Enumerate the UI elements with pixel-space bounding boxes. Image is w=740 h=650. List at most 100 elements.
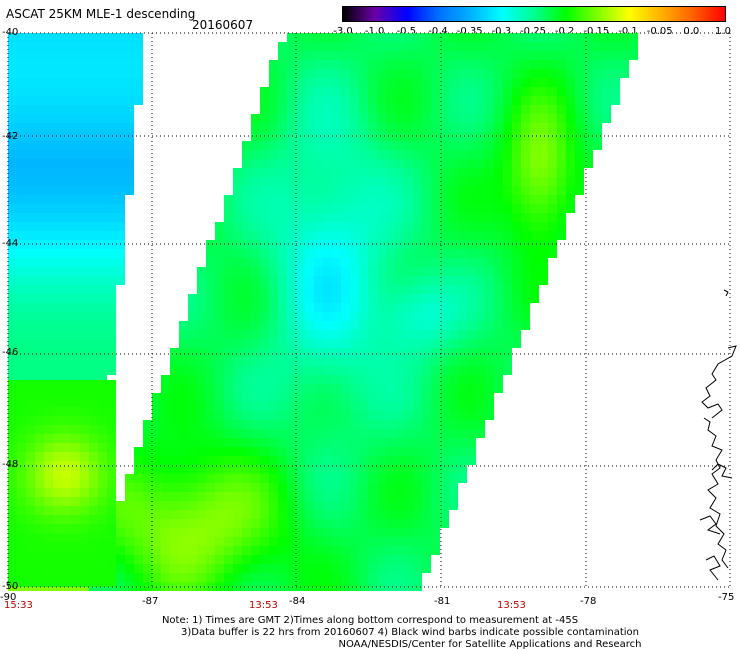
swath-cell <box>485 402 494 411</box>
lat-label-50: -50 <box>2 581 19 592</box>
swath-cell <box>431 222 440 231</box>
swath-cell <box>341 78 350 87</box>
swath-cell <box>161 447 170 456</box>
swath-cell <box>89 249 98 258</box>
swath-cell <box>530 150 539 159</box>
swath-cell <box>566 132 575 141</box>
swath-cell <box>332 303 341 312</box>
swath-cell <box>449 123 458 132</box>
swath-cell <box>287 168 296 177</box>
swath-cell <box>161 501 170 510</box>
swath-cell <box>242 213 251 222</box>
swath-cell <box>224 474 233 483</box>
swath-cell <box>233 267 242 276</box>
swath-cell <box>44 339 53 348</box>
swath-cell <box>53 195 62 204</box>
swath-cell <box>8 452 17 461</box>
swath-cell <box>98 330 107 339</box>
swath-cell <box>557 213 566 222</box>
swath-cell <box>251 303 260 312</box>
swath-cell <box>242 384 251 393</box>
swath-cell <box>602 96 611 105</box>
swath-cell <box>224 492 233 501</box>
swath-cell <box>188 303 197 312</box>
swath-cell <box>242 159 251 168</box>
swath-cell <box>368 51 377 60</box>
swath-cell <box>323 501 332 510</box>
swath-cell <box>287 429 296 438</box>
swath-cell <box>188 429 197 438</box>
swath-cell <box>458 402 467 411</box>
swath-cell <box>107 551 116 560</box>
swath-cell <box>107 312 116 321</box>
swath-cell <box>530 87 539 96</box>
swath-cell <box>17 398 26 407</box>
swath-cell <box>35 33 44 42</box>
swath-cell <box>71 159 80 168</box>
swath-cell <box>26 150 35 159</box>
swath-cell <box>332 393 341 402</box>
swath-cell <box>197 285 206 294</box>
swath-cell <box>134 573 143 582</box>
swath-cell <box>404 159 413 168</box>
swath-cell <box>386 312 395 321</box>
swath-cell <box>593 141 602 150</box>
swath-cell <box>494 240 503 249</box>
swath-cell <box>386 168 395 177</box>
swath-cell <box>332 294 341 303</box>
swath-cell <box>422 420 431 429</box>
swath-cell <box>197 294 206 303</box>
swath-cell <box>467 447 476 456</box>
swath-cell <box>35 339 44 348</box>
swath-cell <box>260 258 269 267</box>
swath-cell <box>53 488 62 497</box>
swath-cell <box>8 150 17 159</box>
swath-cell <box>494 339 503 348</box>
swath-cell <box>440 168 449 177</box>
swath-cell <box>530 60 539 69</box>
swath-cell <box>233 483 242 492</box>
swath-cell <box>17 168 26 177</box>
swath-cell <box>44 416 53 425</box>
swath-cell <box>260 123 269 132</box>
swath-cell <box>251 582 260 591</box>
swath-cell <box>35 578 44 587</box>
swath-cell <box>170 555 179 564</box>
swath-cell <box>512 141 521 150</box>
swath-cell <box>188 438 197 447</box>
swath-cell <box>44 375 53 384</box>
swath-cell <box>503 96 512 105</box>
swath-cell <box>494 33 503 42</box>
swath-cell <box>413 51 422 60</box>
swath-cell <box>350 123 359 132</box>
swath-cell <box>71 569 80 578</box>
swath-cell <box>161 564 170 573</box>
swath-cell <box>62 42 71 51</box>
swath-cell <box>413 321 422 330</box>
swath-cell <box>179 420 188 429</box>
swath-cell <box>422 276 431 285</box>
swath-cell <box>377 96 386 105</box>
swath-cell <box>89 434 98 443</box>
swath-cell <box>377 60 386 69</box>
swath-cell <box>233 519 242 528</box>
swath-cell <box>521 276 530 285</box>
swath-cell <box>233 204 242 213</box>
swath-cell <box>17 150 26 159</box>
swath-cell <box>278 384 287 393</box>
swath-cell <box>476 150 485 159</box>
swath-cell <box>440 294 449 303</box>
swath-cell <box>206 285 215 294</box>
swath-cell <box>476 114 485 123</box>
swath-cell <box>17 416 26 425</box>
swath-cell <box>107 389 116 398</box>
swath-cell <box>107 578 116 587</box>
swath-cell <box>386 105 395 114</box>
swath-cell <box>422 105 431 114</box>
swath-cell <box>8 366 17 375</box>
swath-cell <box>467 33 476 42</box>
swath-cell <box>305 240 314 249</box>
swath-cell <box>539 222 548 231</box>
swath-cell <box>179 411 188 420</box>
swath-cell <box>269 357 278 366</box>
